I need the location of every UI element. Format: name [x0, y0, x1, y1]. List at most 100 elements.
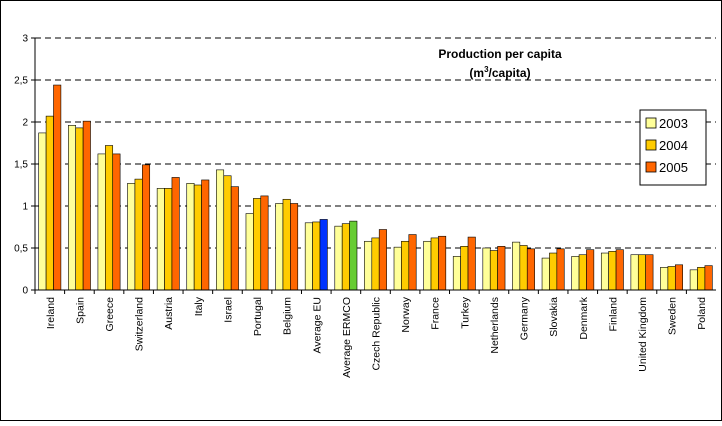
bar-2005 — [674, 264, 683, 291]
y-tick-label: 2,5 — [14, 76, 28, 87]
bar-2004 — [253, 198, 262, 291]
x-tick-label: Portugal — [252, 297, 264, 336]
x-tick-label: United Kingdom — [637, 297, 649, 372]
x-tick-label: Sweden — [667, 297, 679, 335]
y-tick-label: 1,5 — [14, 160, 28, 171]
x-tick-label: Turkey — [459, 296, 471, 328]
legend-label-2004: 2004 — [659, 138, 688, 153]
bar-2003 — [689, 269, 698, 291]
bar-2003 — [364, 240, 373, 291]
bar-2005 — [171, 177, 180, 291]
bar-2005 — [112, 153, 121, 291]
legend-label-2003: 2003 — [659, 116, 688, 131]
bar-2003 — [512, 241, 521, 291]
x-tick-label: Denmark — [578, 296, 590, 339]
bar-2005 — [645, 254, 654, 291]
y-tick-label: 0,5 — [14, 244, 28, 255]
bar-2004 — [134, 178, 143, 291]
bar-2003 — [97, 153, 106, 291]
bar-2003 — [245, 213, 254, 291]
bar-2003 — [68, 125, 77, 291]
bar-2004 — [460, 246, 469, 291]
bar-2003 — [600, 252, 609, 291]
bar-2003 — [482, 247, 491, 291]
bar-2003 — [571, 256, 580, 291]
x-tick-label: Switzerland — [134, 297, 146, 351]
x-tick-label: Netherlands — [489, 297, 501, 354]
bars — [38, 84, 713, 291]
bar-2004 — [45, 115, 54, 291]
bar-2004 — [637, 254, 646, 291]
chart-subtitle-sup: 3 — [484, 65, 489, 74]
bar-2003 — [660, 267, 669, 291]
x-tick-label: Czech Republic — [371, 297, 383, 371]
x-tick-label: Israel — [222, 297, 234, 323]
legend-label-2005: 2005 — [659, 160, 688, 175]
bar-2005 — [586, 249, 595, 291]
x-tick-label: Slovakia — [548, 297, 560, 337]
x-tick-label: Austria — [163, 297, 175, 330]
bar-2003 — [38, 132, 47, 291]
bar-2004 — [667, 266, 676, 291]
bar-2005 — [82, 120, 91, 291]
x-tick-label: Poland — [696, 297, 708, 330]
bar-2005 — [526, 248, 535, 291]
bar-2005 — [438, 235, 447, 291]
bar-2004 — [282, 198, 291, 291]
y-tick-label: 0 — [22, 286, 28, 297]
bar-2003 — [216, 169, 225, 291]
legend-swatch-2004 — [645, 139, 657, 151]
bar-2003 — [275, 203, 284, 291]
bar-2004 — [519, 245, 528, 291]
bar-2005 — [556, 248, 565, 291]
x-tick-label: Spain — [74, 297, 86, 324]
bar-2004 — [312, 221, 321, 291]
x-tick-label: France — [430, 297, 442, 330]
bar-2004 — [549, 252, 558, 291]
x-tick-label: Average EU — [311, 297, 323, 353]
x-tick-labels: Ireland Spain Greece Switzerland Austria Ital… — [45, 296, 708, 378]
bar-2004 — [164, 188, 173, 291]
bar-2003 — [393, 246, 402, 291]
y-tick-label: 1 — [22, 202, 28, 213]
bar-2005 — [142, 164, 151, 291]
x-tick-label: Finland — [607, 297, 619, 332]
legend: 2003 2004 2005 — [639, 109, 707, 186]
bar-2005 — [408, 234, 417, 291]
y-tick-label: 3 — [22, 34, 28, 45]
x-tick-label: Average ERMCO — [341, 297, 353, 378]
bar-2003 — [452, 256, 461, 291]
bar-2005 — [704, 265, 713, 291]
bar-2005 — [497, 246, 506, 291]
bar-2003 — [304, 222, 313, 291]
y-tick-label: 2 — [22, 118, 28, 129]
bar-2004 — [401, 240, 410, 291]
bar-2003 — [127, 183, 136, 291]
bar-2003 — [156, 188, 165, 291]
bar-2003 — [541, 257, 550, 291]
bar-2005 — [378, 229, 387, 291]
bar-2004 — [697, 267, 706, 291]
bar-2004 — [193, 184, 202, 291]
bar-2003 — [186, 183, 195, 291]
x-tick-label: Greece — [104, 297, 116, 332]
bar-2004 — [371, 237, 380, 291]
bar-2003 — [334, 225, 343, 291]
x-tick-label: Italy — [193, 296, 205, 316]
chart-title: Production per capita — [438, 47, 562, 61]
bar-2005 — [201, 179, 210, 291]
chart-subtitle-suffix: /capita) — [489, 66, 531, 80]
x-tick-label: Ireland — [45, 297, 57, 329]
bar-2004 — [489, 250, 498, 291]
bar-2005 — [53, 84, 62, 291]
bar-2004 — [75, 127, 84, 291]
y-tick-labels: 0 0,5 1 1,5 2 2,5 3 — [14, 34, 35, 297]
bar-2003 — [630, 254, 639, 291]
chart-subtitle-prefix: (m — [469, 66, 484, 80]
bar-2003 — [423, 240, 432, 291]
bar-2004 — [608, 251, 617, 291]
chart-subtitle: (m3/capita) — [469, 65, 530, 80]
